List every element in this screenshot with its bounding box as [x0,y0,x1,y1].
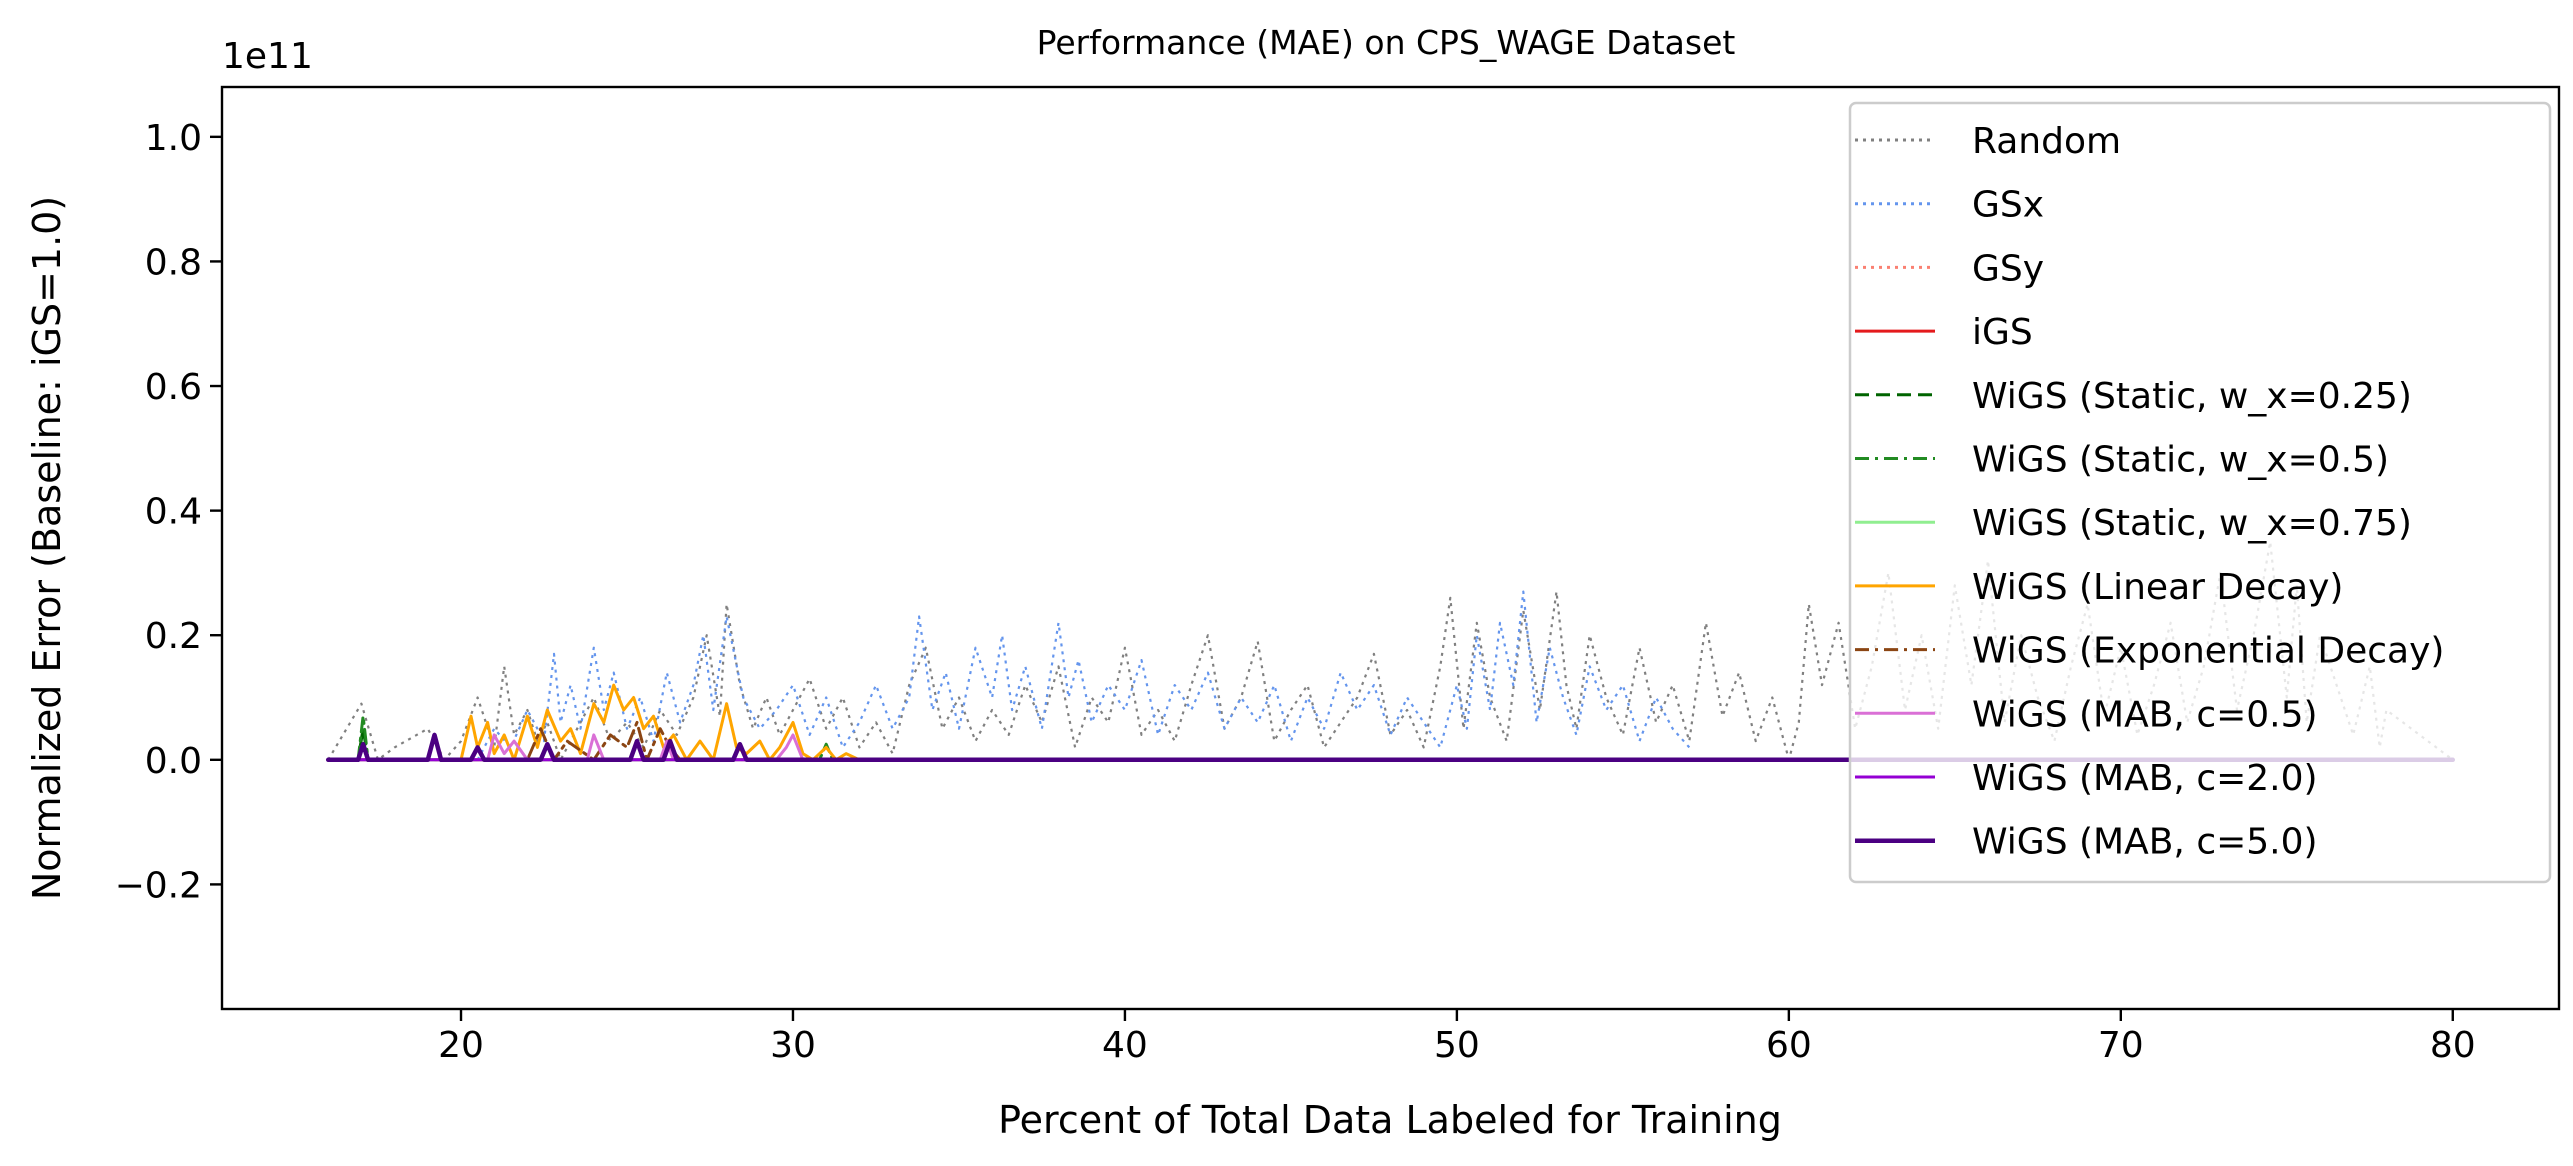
legend-label-wigs-mab-c-5-0: WiGS (MAB, c=5.0) [1972,822,2318,863]
legend-label-wigs-static-w-x-0-5: WiGS (Static, w_x=0.5) [1972,440,2389,481]
legend-entries: Random GSx GSy iGS WiGS (Static, w_x=0.25) Wi… [1855,121,2444,863]
series-line-random [327,540,2454,761]
legend-label-gsx: GSx [1972,185,2044,226]
y-tick-label: 0.2 [145,616,202,657]
y-tick-label: 0.8 [145,242,202,283]
legend-box [1848,101,2552,884]
plot-frame [220,85,2561,1011]
x-tick-label: 70 [2098,1025,2144,1066]
y-axis: −0.2 0.0 0.2 0.4 0.6 0.8 1.0 [115,118,222,906]
legend-label-wigs-exponential-decay: WiGS (Exponential Decay) [1972,631,2444,672]
legend-label-wigs-mab-c-0-5: WiGS (MAB, c=0.5) [1972,694,2318,735]
y-tick-label: 1.0 [145,118,202,159]
legend-label-random: Random [1972,121,2121,162]
x-tick-label: 80 [2430,1025,2476,1066]
y-axis-label: Normalized Error (Baseline: iGS=1.0) [25,196,69,900]
legend-label-wigs-static-w-x-0-25: WiGS (Static, w_x=0.25) [1972,376,2412,417]
y-tick-label: 0.6 [145,367,202,408]
series-line-wigs-mab-c-5-0 [325,732,2456,763]
x-tick-label: 60 [1766,1025,1812,1066]
x-axis-label: Percent of Total Data Labeled for Traini… [998,1098,1782,1142]
legend: Random GSx GSy iGS WiGS (Static, w_x=0.25) Wi… [1848,101,2552,884]
x-tick-label: 20 [438,1025,484,1066]
x-tick-label: 40 [1102,1025,1148,1066]
legend-label-wigs-static-w-x-0-75: WiGS (Static, w_x=0.75) [1972,503,2412,544]
legend-label-wigs-linear-decay: WiGS (Linear Decay) [1972,567,2343,608]
legend-label-gsy: GSy [1972,248,2044,289]
x-tick-label: 30 [770,1025,816,1066]
y-tick-label: −0.2 [115,865,202,906]
x-axis: 20 30 40 50 60 70 80 [438,1009,2476,1066]
legend-label-wigs-mab-c-2-0: WiGS (MAB, c=2.0) [1972,758,2318,799]
x-tick-label: 50 [1434,1025,1480,1066]
chart-title: Performance (MAE) on CPS_WAGE Dataset [1037,23,1736,62]
y-tick-label: 0.0 [145,741,202,782]
y-tick-label: 0.4 [145,492,202,533]
legend-label-igs: iGS [1972,312,2033,353]
y-offset-label: 1e11 [222,36,313,77]
